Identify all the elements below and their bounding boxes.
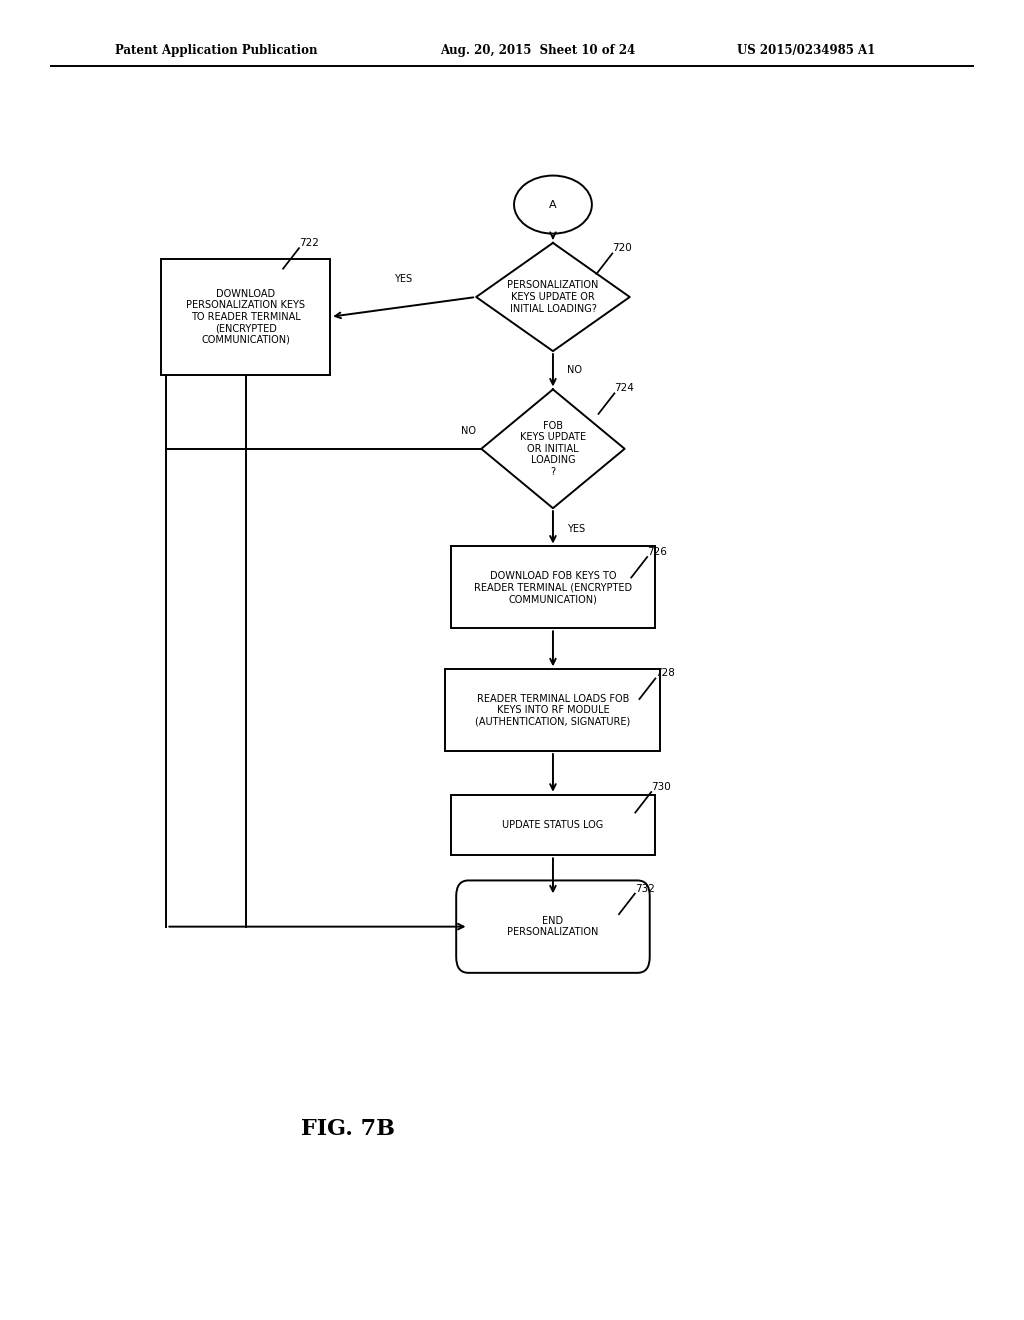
Bar — [161, 259, 330, 375]
FancyBboxPatch shape — [457, 880, 650, 973]
Text: YES: YES — [567, 524, 586, 535]
Text: UPDATE STATUS LOG: UPDATE STATUS LOG — [503, 820, 603, 830]
Text: 726: 726 — [647, 546, 667, 557]
Text: PERSONALIZATION
KEYS UPDATE OR
INITIAL LOADING?: PERSONALIZATION KEYS UPDATE OR INITIAL L… — [507, 280, 599, 314]
Polygon shape — [481, 389, 625, 508]
Text: END
PERSONALIZATION: END PERSONALIZATION — [507, 916, 599, 937]
Text: 724: 724 — [614, 383, 634, 393]
Text: A: A — [549, 199, 557, 210]
Text: DOWNLOAD FOB KEYS TO
READER TERMINAL (ENCRYPTED
COMMUNICATION): DOWNLOAD FOB KEYS TO READER TERMINAL (EN… — [474, 570, 632, 605]
Bar — [451, 795, 655, 855]
Text: 732: 732 — [635, 883, 654, 894]
Text: YES: YES — [394, 273, 413, 284]
Text: Aug. 20, 2015  Sheet 10 of 24: Aug. 20, 2015 Sheet 10 of 24 — [440, 44, 636, 57]
Text: US 2015/0234985 A1: US 2015/0234985 A1 — [737, 44, 876, 57]
Text: READER TERMINAL LOADS FOB
KEYS INTO RF MODULE
(AUTHENTICATION, SIGNATURE): READER TERMINAL LOADS FOB KEYS INTO RF M… — [475, 693, 631, 727]
Text: NO: NO — [567, 366, 583, 375]
Text: FOB
KEYS UPDATE
OR INITIAL
LOADING
?: FOB KEYS UPDATE OR INITIAL LOADING ? — [520, 421, 586, 477]
Text: FIG. 7B: FIG. 7B — [301, 1118, 395, 1139]
Text: Patent Application Publication: Patent Application Publication — [115, 44, 317, 57]
Text: 722: 722 — [299, 238, 318, 248]
Text: 730: 730 — [651, 781, 671, 792]
Ellipse shape — [514, 176, 592, 234]
Bar — [445, 669, 660, 751]
Text: 728: 728 — [655, 668, 675, 678]
Polygon shape — [476, 243, 630, 351]
Text: 720: 720 — [612, 243, 632, 253]
Text: NO: NO — [461, 425, 476, 436]
Bar — [451, 546, 655, 628]
Text: DOWNLOAD
PERSONALIZATION KEYS
TO READER TERMINAL
(ENCRYPTED
COMMUNICATION): DOWNLOAD PERSONALIZATION KEYS TO READER … — [186, 289, 305, 345]
